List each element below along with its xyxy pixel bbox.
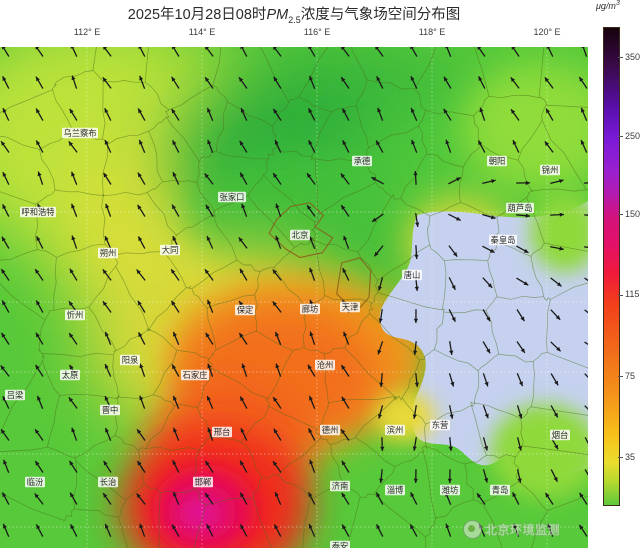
svg-text:忻州: 忻州 [67, 310, 84, 320]
svg-text:临汾: 临汾 [27, 477, 44, 487]
svg-text:沧州: 沧州 [317, 360, 334, 370]
svg-text:济南: 济南 [332, 481, 349, 491]
svg-text:青岛: 青岛 [492, 485, 509, 495]
svg-text:东营: 东营 [432, 420, 449, 430]
svg-text:张家口: 张家口 [220, 192, 245, 202]
svg-text:葫芦岛: 葫芦岛 [508, 203, 533, 213]
svg-text:石家庄: 石家庄 [183, 370, 208, 380]
svg-text:唐山: 唐山 [404, 270, 421, 280]
svg-text:锦州: 锦州 [542, 165, 559, 175]
svg-text:大同: 大同 [162, 245, 179, 255]
svg-text:天津: 天津 [342, 302, 359, 312]
svg-text:阳泉: 阳泉 [122, 355, 139, 365]
svg-text:承德: 承德 [354, 156, 371, 166]
svg-text:潍坊: 潍坊 [442, 485, 459, 495]
svg-text:吕梁: 吕梁 [7, 390, 24, 400]
svg-text:廊坊: 廊坊 [302, 304, 319, 314]
svg-text:朔州: 朔州 [100, 248, 117, 258]
svg-text:邢台: 邢台 [214, 427, 231, 437]
svg-text:滨州: 滨州 [387, 425, 404, 435]
svg-text:德州: 德州 [322, 425, 339, 435]
svg-text:秦皇岛: 秦皇岛 [491, 235, 516, 245]
svg-text:烟台: 烟台 [552, 430, 569, 440]
svg-text:呼和浩特: 呼和浩特 [21, 207, 54, 217]
svg-text:保定: 保定 [237, 305, 254, 315]
svg-text:北京: 北京 [292, 230, 309, 240]
svg-text:朝阳: 朝阳 [489, 156, 506, 166]
svg-text:泰安: 泰安 [332, 541, 349, 548]
svg-text:乌兰察布: 乌兰察布 [63, 128, 96, 138]
svg-text:晋中: 晋中 [102, 405, 119, 415]
svg-text:太原: 太原 [62, 370, 79, 380]
svg-text:淄博: 淄博 [387, 485, 404, 495]
svg-text:长治: 长治 [100, 477, 117, 487]
svg-text:邯郸: 邯郸 [195, 477, 212, 487]
